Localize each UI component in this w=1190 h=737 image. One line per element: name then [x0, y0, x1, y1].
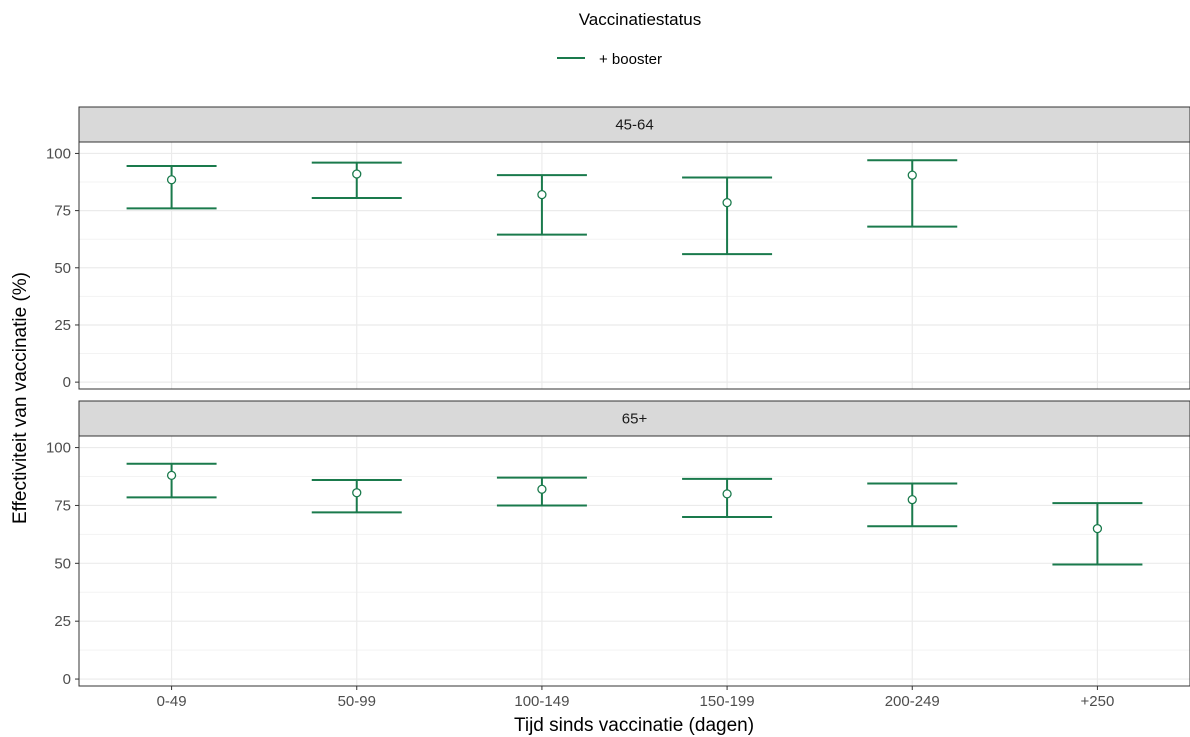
y-tick-label: 100: [46, 145, 71, 162]
facet-strip: [78, 106, 1190, 143]
x-tick-label: 50-99: [338, 693, 376, 710]
panel-background: [79, 436, 1190, 686]
data-point: [166, 175, 177, 185]
errorbar-100-149: [496, 174, 587, 236]
panel-2: 65+ 0 25 50 75 100 0-49 50-99 100-149 150-199 200-…: [46, 400, 1190, 710]
errorbar-0-49: [126, 462, 217, 499]
data-point: [1092, 523, 1103, 534]
y-tick-label: 50: [54, 260, 71, 277]
x-tick-label: +250: [1081, 693, 1115, 710]
x-axis-title: Tijd sinds vaccinatie (dagen): [514, 715, 754, 736]
errorbar-0-49: [126, 165, 217, 210]
panel-background: [79, 142, 1190, 389]
facet-strip-label: 65+: [622, 411, 648, 428]
y-tick-label: 50: [54, 555, 71, 572]
facet-strip-label: 45-64: [615, 117, 653, 134]
panel-frame: [78, 435, 1190, 687]
data-point: [537, 189, 547, 200]
data-point: [907, 170, 917, 180]
facet-strip: [78, 400, 1190, 437]
y-tick-label: 25: [54, 613, 71, 630]
y-tick-label: 75: [54, 203, 71, 220]
errorbar-100-149: [496, 476, 587, 507]
errorbar-50-99: [311, 478, 402, 514]
data-point: [907, 495, 917, 505]
errorbar-150-199: [682, 176, 773, 256]
x-tick-label: 200-249: [885, 693, 940, 710]
panel-1: 45-64 0 25 50 75 100: [46, 106, 1190, 391]
y-axis-title: Effectiviteit van vaccinatie (%): [10, 272, 31, 524]
y-tick-label: 75: [54, 497, 71, 514]
y-tick-label: 25: [54, 317, 71, 334]
errorbar-150-199: [682, 477, 773, 519]
data-point: [722, 197, 732, 208]
data-point: [166, 470, 177, 481]
errorbar-+250: [1052, 502, 1143, 566]
y-tick-label: 0: [63, 671, 71, 688]
errorbar-50-99: [311, 161, 402, 200]
legend-entry-label: + booster: [599, 51, 662, 68]
x-tick-label: 100-149: [514, 693, 569, 710]
legend-title: Vaccinatiestatus: [579, 10, 702, 29]
data-point: [352, 169, 362, 179]
errorbar-200-249: [867, 159, 958, 228]
data-point: [352, 488, 362, 498]
y-tick-label: 0: [63, 374, 71, 391]
facet-panels: 45-64 0 25 50 75 100 65+ 0 25 50 75 100 0-49 50-99 100…: [46, 106, 1190, 710]
data-point: [722, 489, 732, 499]
errorbar-200-249: [867, 482, 958, 528]
y-tick-label: 100: [46, 440, 71, 457]
x-tick-label: 150-199: [700, 693, 755, 710]
panel-frame: [78, 141, 1190, 390]
x-tick-label: 0-49: [157, 693, 187, 710]
data-point: [537, 484, 547, 494]
